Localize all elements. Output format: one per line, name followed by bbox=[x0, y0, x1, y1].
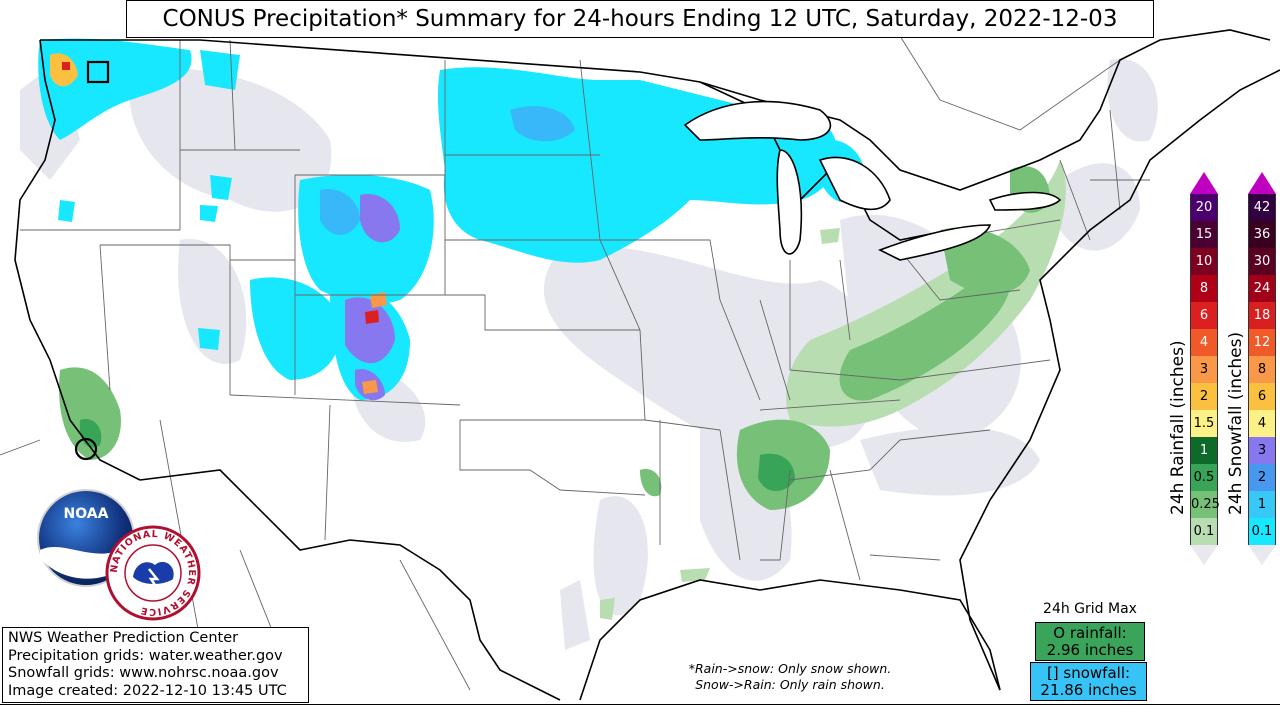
rainfall-level: 4 bbox=[1190, 329, 1218, 356]
rainfall-level: 3 bbox=[1190, 356, 1218, 383]
grid-max-rainfall: O rainfall: 2.96 inches bbox=[1035, 622, 1145, 661]
rainfall-level: 6 bbox=[1190, 302, 1218, 329]
rain-layer bbox=[59, 160, 1066, 620]
snowfall-level: 36 bbox=[1248, 221, 1276, 248]
snowfall-level: 4 bbox=[1248, 410, 1276, 437]
info-line-snow: Snowfall grids: www.nohrsc.noaa.gov bbox=[8, 665, 279, 681]
snowfall-arrow-bottom bbox=[1248, 545, 1276, 565]
coastline-layer bbox=[14, 29, 1280, 701]
snowfall-level: 3 bbox=[1248, 437, 1276, 464]
info-line-center: NWS Weather Prediction Center bbox=[8, 630, 239, 646]
snowfall-level: 18 bbox=[1248, 302, 1276, 329]
light-precip-layer bbox=[20, 58, 1158, 650]
footnote-line2: Snow->Rain: Only rain shown. bbox=[695, 677, 885, 692]
grid-max-snowfall-label: [] snowfall: bbox=[1046, 664, 1131, 682]
snowfall-arrow-top bbox=[1248, 172, 1276, 194]
snowfall-scale-label: 24h Snowfall (inches) bbox=[1226, 331, 1246, 515]
svg-text:NOAA: NOAA bbox=[64, 506, 109, 522]
rainfall-scale-label: 24h Rainfall (inches) bbox=[1168, 340, 1188, 515]
rainfall-arrow-bottom bbox=[1190, 545, 1218, 565]
info-box: NWS Weather Prediction Center Precipitat… bbox=[2, 627, 309, 703]
rainfall-level: 2 bbox=[1190, 383, 1218, 410]
rainfall-level: 0.25 bbox=[1190, 491, 1220, 518]
footnote-line1: *Rain->snow: Only snow shown. bbox=[688, 661, 892, 676]
rainfall-level: 1.5 bbox=[1190, 410, 1218, 437]
footnote: *Rain->snow: Only snow shown. Snow->Rain… bbox=[660, 661, 920, 693]
rainfall-max-marker bbox=[74, 437, 98, 461]
snowfall-level: 42 bbox=[1248, 194, 1276, 221]
rainfall-colorbar: 20 15 10 8 6 4 3 2 1.5 1 0.5 0.25 0.1 bbox=[1190, 172, 1220, 565]
rainfall-level: 0.1 bbox=[1190, 518, 1218, 545]
grid-max-rainfall-label: O rainfall: bbox=[1053, 624, 1127, 642]
map-title: CONUS Precipitation* Summary for 24-hour… bbox=[126, 0, 1154, 38]
snowfall-max-marker bbox=[86, 60, 110, 84]
snowfall-level: 0.1 bbox=[1248, 518, 1276, 545]
grid-max-rainfall-value: 2.96 inches bbox=[1046, 641, 1134, 659]
grid-max-snowfall: [] snowfall: 21.86 inches bbox=[1030, 662, 1147, 701]
grid-max-snowfall-value: 21.86 inches bbox=[1040, 681, 1137, 699]
great-lakes bbox=[683, 100, 1062, 261]
info-line-created: Image created: 2022-12-10 13:45 UTC bbox=[8, 682, 287, 699]
snowfall-colorbar: 42 36 30 24 18 12 8 6 4 3 2 1 0.1 bbox=[1248, 172, 1276, 565]
snowfall-level: 8 bbox=[1248, 356, 1276, 383]
map-canvas bbox=[0, 19, 1280, 701]
snowfall-level: 1 bbox=[1248, 491, 1276, 518]
info-line-precip: Precipitation grids: water.weather.gov bbox=[8, 647, 283, 664]
snowfall-level: 30 bbox=[1248, 248, 1276, 275]
snowfall-level: 12 bbox=[1248, 329, 1276, 356]
snowfall-level: 24 bbox=[1248, 275, 1276, 302]
nws-logo: NATIONAL WEATHER SERVICE bbox=[105, 525, 201, 621]
rainfall-level: 20 bbox=[1190, 194, 1218, 221]
rainfall-level: 10 bbox=[1190, 248, 1218, 275]
rainfall-arrow-top bbox=[1190, 172, 1218, 194]
rainfall-level: 1 bbox=[1190, 437, 1218, 464]
rainfall-level: 8 bbox=[1190, 275, 1218, 302]
rainfall-level: 15 bbox=[1190, 221, 1218, 248]
grid-max-title: 24h Grid Max bbox=[1043, 601, 1137, 617]
rainfall-level: 0.5 bbox=[1190, 464, 1218, 491]
precipitation-map bbox=[0, 19, 1280, 705]
snowfall-level: 6 bbox=[1248, 383, 1276, 410]
snowfall-level: 2 bbox=[1248, 464, 1276, 491]
